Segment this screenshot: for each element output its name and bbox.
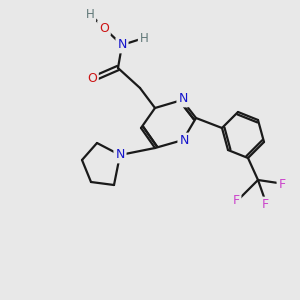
Text: N: N <box>115 148 125 161</box>
Text: H: H <box>140 32 148 44</box>
Text: N: N <box>117 38 127 52</box>
Text: N: N <box>178 92 188 106</box>
Text: N: N <box>179 134 189 148</box>
Text: O: O <box>99 22 109 34</box>
Text: F: F <box>261 199 268 212</box>
Text: O: O <box>87 71 97 85</box>
Text: H: H <box>85 8 94 20</box>
Text: F: F <box>232 194 240 206</box>
Text: F: F <box>278 178 286 191</box>
